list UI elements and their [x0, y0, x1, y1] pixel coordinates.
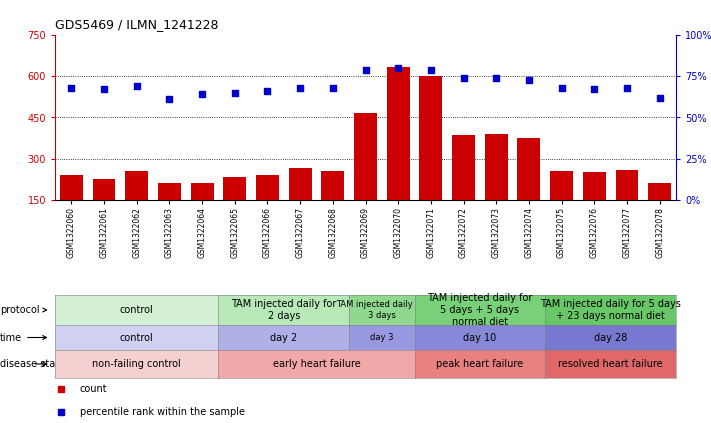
Bar: [125, 171, 148, 241]
Point: [229, 89, 240, 96]
Text: control: control: [120, 332, 154, 343]
Bar: [550, 171, 573, 241]
Point: [131, 83, 142, 90]
Text: non-failing control: non-failing control: [92, 359, 181, 369]
Bar: [354, 113, 377, 241]
Text: day 3: day 3: [370, 333, 394, 342]
Text: percentile rank within the sample: percentile rank within the sample: [80, 407, 245, 417]
Bar: [648, 184, 671, 241]
Bar: [92, 179, 115, 241]
Bar: [321, 171, 344, 241]
Point: [425, 66, 437, 73]
Text: protocol: protocol: [0, 305, 47, 315]
Text: disease state: disease state: [0, 359, 65, 369]
Text: TAM injected daily for
2 days: TAM injected daily for 2 days: [231, 299, 336, 321]
Text: TAM injected daily for
5 days + 5 days
normal diet: TAM injected daily for 5 days + 5 days n…: [427, 294, 533, 327]
Point: [589, 86, 600, 93]
Point: [164, 96, 175, 103]
Text: TAM injected daily for 5 days
+ 23 days normal diet: TAM injected daily for 5 days + 23 days …: [540, 299, 681, 321]
Point: [65, 85, 77, 91]
Point: [556, 85, 567, 91]
Text: peak heart failure: peak heart failure: [437, 359, 523, 369]
Point: [621, 85, 633, 91]
Point: [294, 85, 306, 91]
Text: resolved heart failure: resolved heart failure: [558, 359, 663, 369]
Text: time: time: [0, 332, 47, 343]
Point: [458, 74, 469, 81]
Point: [491, 74, 502, 81]
Bar: [223, 177, 246, 241]
Point: [98, 86, 109, 93]
Bar: [583, 173, 606, 241]
Text: early heart failure: early heart failure: [272, 359, 360, 369]
Bar: [256, 175, 279, 241]
Bar: [518, 138, 540, 241]
Point: [196, 91, 208, 98]
Point: [523, 76, 535, 83]
Bar: [387, 67, 410, 241]
Bar: [485, 134, 508, 241]
Point: [360, 66, 371, 73]
Text: TAM injected daily for
3 days: TAM injected daily for 3 days: [336, 300, 427, 320]
Bar: [191, 184, 213, 241]
Bar: [419, 76, 442, 241]
Bar: [158, 184, 181, 241]
Text: day 2: day 2: [270, 332, 297, 343]
Bar: [452, 135, 475, 241]
Point: [392, 65, 404, 71]
Point: [327, 85, 338, 91]
Text: day 10: day 10: [464, 332, 496, 343]
Text: count: count: [80, 384, 107, 394]
Point: [262, 88, 273, 94]
Bar: [289, 168, 311, 241]
Text: control: control: [120, 305, 154, 315]
Bar: [60, 175, 82, 241]
Point: [654, 94, 665, 101]
Text: GDS5469 / ILMN_1241228: GDS5469 / ILMN_1241228: [55, 18, 218, 31]
Text: day 28: day 28: [594, 332, 627, 343]
Bar: [616, 170, 638, 241]
